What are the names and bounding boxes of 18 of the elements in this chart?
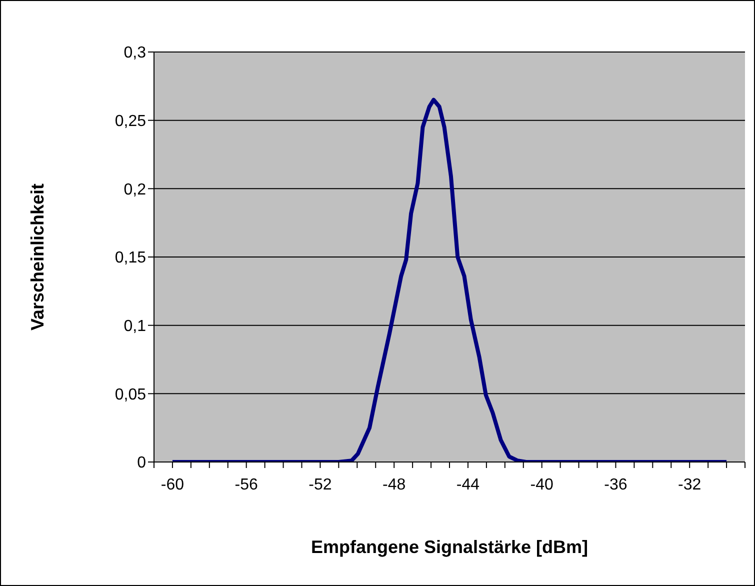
x-tick-label: -56 [234, 476, 258, 494]
x-tick-label: -36 [604, 476, 628, 494]
y-tick-label: 0,15 [114, 250, 146, 267]
x-tick-label: -60 [160, 476, 184, 494]
x-tick-label: -44 [456, 476, 480, 494]
y-tick-label: 0 [137, 454, 146, 472]
y-tick-label: 0,3 [124, 44, 146, 62]
x-tick-label: -52 [308, 476, 332, 494]
x-axis-title: Empfangene Signalstärke [dBm] [310, 537, 588, 557]
y-tick-label: 0,25 [114, 113, 146, 130]
y-tick-label: 0,1 [124, 318, 146, 336]
line-series [170, 98, 729, 462]
x-tick-label: -32 [678, 476, 702, 494]
y-tick-label: 0,2 [124, 181, 146, 198]
x-tick-label: -48 [382, 476, 406, 494]
x-tick-label: -40 [530, 476, 554, 494]
y-tick-label: 0,05 [114, 386, 146, 404]
y-axis-title: Varscheinlichkeit [27, 183, 48, 331]
